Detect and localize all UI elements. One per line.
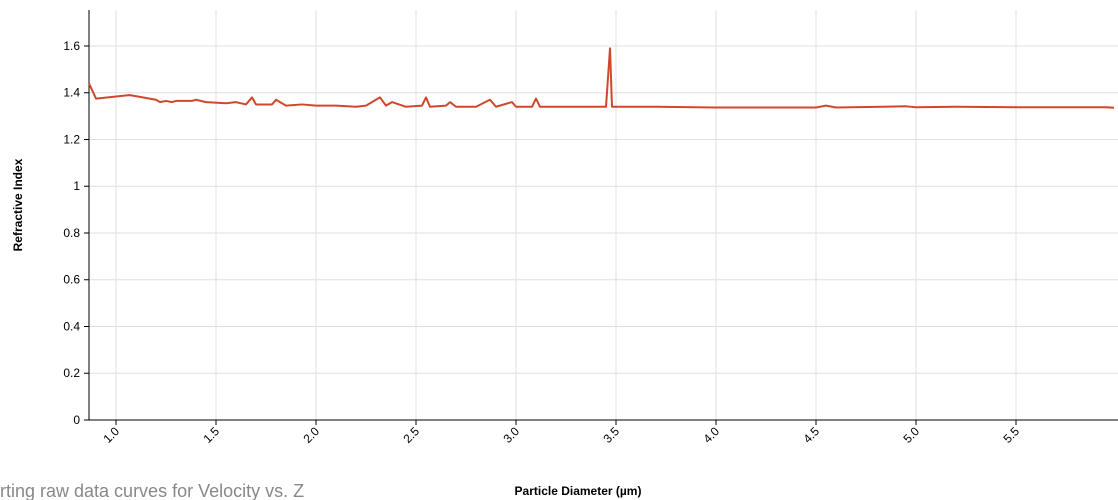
x-tick-label: 5.0: [900, 424, 922, 446]
y-tick-label: 0.2: [63, 366, 80, 380]
y-tick-label: 0.6: [63, 273, 80, 287]
x-axis-label: Particle Diameter (µm): [515, 484, 642, 498]
x-tick-label: 2.0: [300, 424, 322, 446]
x-tick-label: 3.0: [500, 424, 522, 446]
x-tick-label: 3.5: [600, 424, 622, 446]
y-axis-label: Refractive Index: [11, 158, 25, 251]
data-line: [88, 47, 1115, 109]
x-tick-label: 4.0: [700, 424, 722, 446]
x-tick-label: 1.5: [200, 424, 222, 446]
x-tick-label: 2.5: [400, 424, 422, 446]
y-tick-label: 1: [73, 179, 80, 193]
y-tick-label: 1.2: [63, 132, 80, 146]
y-tick-label: 1.4: [63, 86, 80, 100]
y-tick-label: 1.6: [63, 39, 80, 53]
y-tick-label: 0: [73, 413, 80, 427]
y-tick-label: 0.8: [63, 226, 80, 240]
x-tick-label: 1.0: [100, 424, 122, 446]
background-text: rting raw data curves for Velocity vs. Z: [0, 481, 304, 500]
x-tick-label: 5.5: [1000, 424, 1022, 446]
y-tick-label: 0.4: [63, 319, 80, 333]
x-tick-label: 4.5: [800, 424, 822, 446]
